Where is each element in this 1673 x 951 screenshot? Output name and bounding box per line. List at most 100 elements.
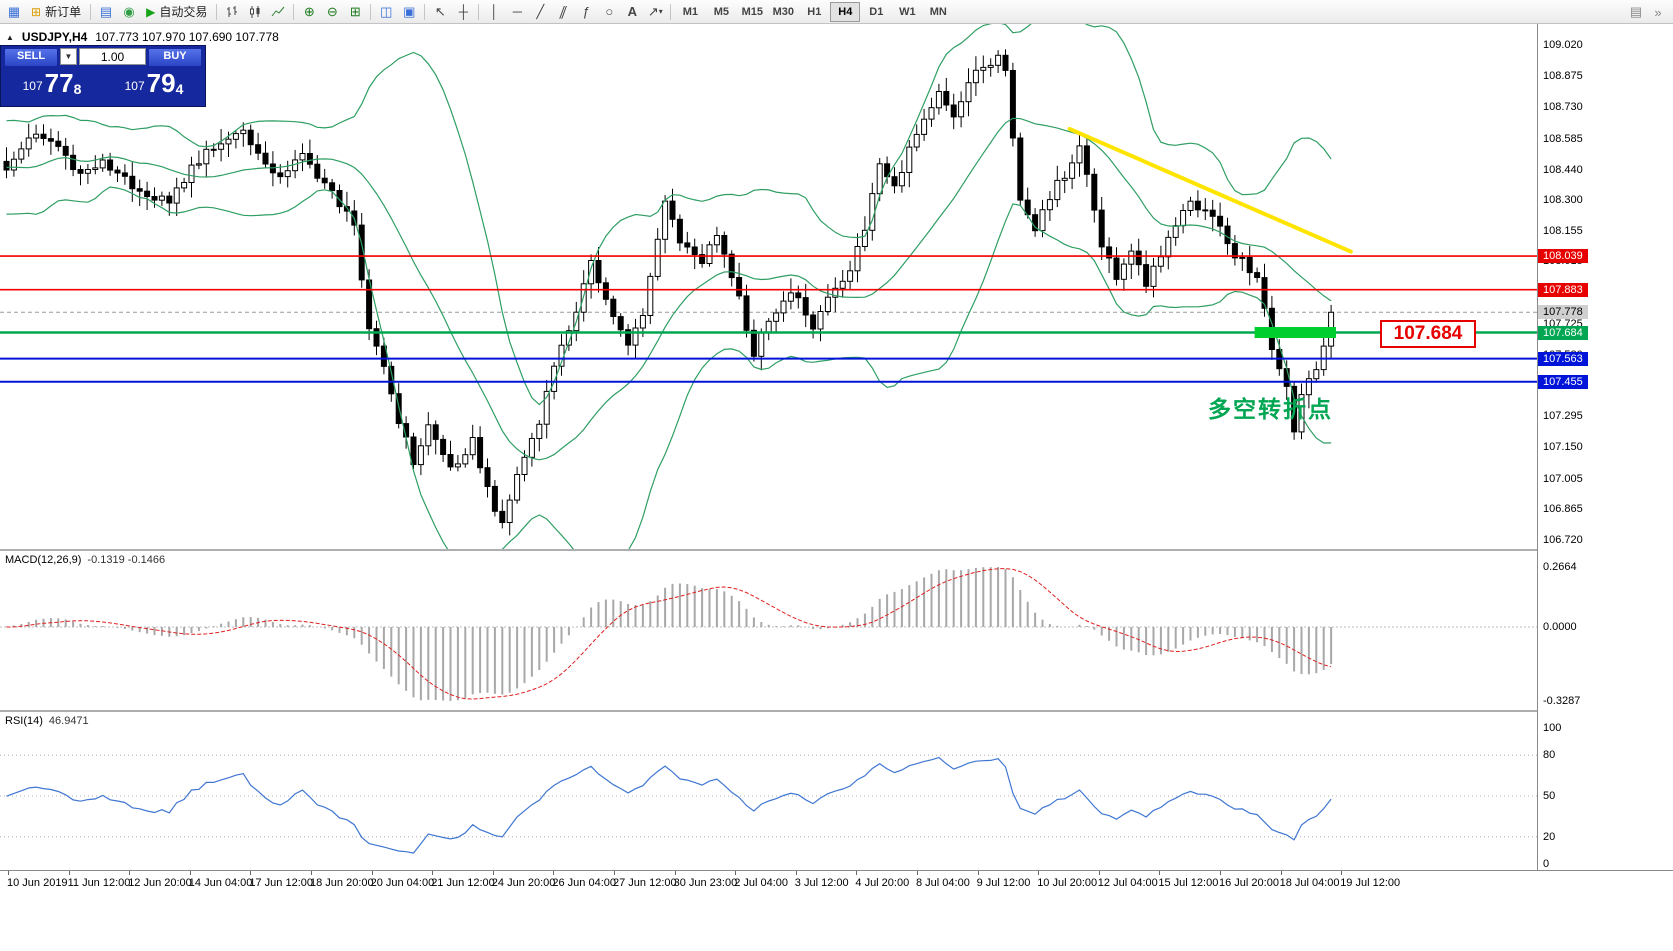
grid-icon[interactable]: ⊞ bbox=[344, 2, 366, 22]
bar-chart-type-icon[interactable] bbox=[221, 2, 243, 22]
autotrading-label: 自动交易 bbox=[159, 5, 208, 19]
timeframe-mn[interactable]: MN bbox=[929, 5, 947, 18]
price-axis-label: 108.585 bbox=[1543, 132, 1583, 145]
time-axis-tick bbox=[917, 871, 918, 875]
channel-tool-icon[interactable]: ∥ bbox=[552, 2, 574, 22]
tile-windows-icon[interactable]: ◫ bbox=[375, 2, 397, 22]
price-axis[interactable]: 109.020 108.875 108.730 108.585 108.440 108.3… bbox=[1537, 24, 1673, 870]
time-axis-label: 12 Jul 04:00 bbox=[1097, 877, 1158, 889]
panel-splitter[interactable] bbox=[0, 710, 1673, 712]
main-chart-panel: ▲ USDJPY,H4 107.773 107.970 107.690 107.… bbox=[0, 24, 1537, 549]
trendline-glyph: ╱ bbox=[536, 3, 545, 19]
timeframe-m30[interactable]: M30 bbox=[772, 5, 795, 18]
tick-chart-icon[interactable]: ◉ bbox=[118, 2, 140, 22]
time-axis-label: 4 Jul 20:00 bbox=[855, 877, 910, 889]
time-axis-label: 19 Jul 12:00 bbox=[1340, 877, 1401, 889]
time-axis[interactable]: 10 Jun 2019 11 Jun 12:00 12 Jun 20:00 14 Ju… bbox=[0, 870, 1673, 895]
bollinger-middle bbox=[6, 117, 1332, 461]
fibonacci-tool-icon[interactable]: ƒ bbox=[575, 2, 597, 22]
timeframe-d1[interactable]: D1 bbox=[869, 5, 884, 18]
time-axis-label: 10 Jul 20:00 bbox=[1037, 877, 1098, 889]
time-axis-tick bbox=[1220, 871, 1221, 875]
price-level-callout[interactable]: 107.684 bbox=[1380, 320, 1476, 348]
toolbar: ▦ ⊞ 新订单 ▤ ◉ ▶ 自动交易 ⊕ ⊖ ⊞ ◫ ▣ ↖ ┼ │ bbox=[0, 0, 1673, 24]
timeframe-m1[interactable]: M1 bbox=[682, 5, 698, 18]
time-axis-tick bbox=[371, 871, 373, 875]
sell-price[interactable]: 107 77 8 bbox=[1, 70, 103, 101]
one-click-panel-toggle-icon[interactable]: ▲ bbox=[6, 32, 14, 42]
descending-trendline bbox=[1067, 126, 1353, 254]
autotrading-button[interactable]: ▶ 自动交易 bbox=[141, 2, 212, 22]
time-axis-tick bbox=[977, 871, 979, 875]
vertical-line-tool-icon[interactable]: │ bbox=[483, 2, 505, 22]
hline-glyph: ─ bbox=[512, 4, 522, 19]
buy-price-prefix: 107 bbox=[124, 79, 145, 93]
ohlc-title: ▲ USDJPY,H4 107.773 107.970 107.690 107.… bbox=[6, 30, 279, 44]
arrows-tool-icon[interactable]: ↗ ▾ bbox=[644, 2, 666, 22]
support-highlight-rect bbox=[1254, 327, 1336, 338]
main-chart-canvas[interactable] bbox=[0, 24, 1537, 549]
timeframe-h4[interactable]: H4 bbox=[830, 1, 861, 22]
chart-window-icon: ▦ bbox=[7, 3, 21, 19]
trendline-tool-icon[interactable]: ╱ bbox=[529, 2, 551, 22]
volume-dropdown[interactable]: ▼ bbox=[60, 48, 77, 65]
rsi-scale-label: 0 bbox=[1543, 858, 1550, 870]
time-axis-tick bbox=[432, 871, 434, 875]
price-axis-label: 106.720 bbox=[1543, 534, 1583, 546]
zoom-in-icon[interactable]: ⊕ bbox=[298, 2, 320, 22]
sell-price-big: 77 bbox=[44, 68, 74, 98]
candlestick-chart-type-icon[interactable] bbox=[244, 2, 266, 22]
turning-point-text[interactable]: 多空转折点 bbox=[1208, 396, 1333, 422]
buy-button[interactable]: BUY bbox=[148, 48, 202, 67]
sell-button[interactable]: SELL bbox=[4, 48, 58, 67]
rsi-scale-label: 100 bbox=[1543, 722, 1562, 734]
text-tool-icon[interactable]: A bbox=[621, 2, 643, 22]
timeframe-m5[interactable]: M5 bbox=[713, 5, 729, 18]
time-axis-label: 26 Jun 04:00 bbox=[552, 877, 617, 889]
price-badge: 107.883 bbox=[1538, 282, 1588, 297]
grid-glyph: ⊞ bbox=[349, 3, 361, 19]
time-axis-label: 9 Jul 12:00 bbox=[976, 877, 1031, 889]
arrow-glyph: ↗ bbox=[647, 3, 659, 19]
macd-scale-label: 0.0000 bbox=[1543, 620, 1577, 633]
macd-panel: MACD(12,26,9) -0.1319 -0.1466 bbox=[0, 551, 1537, 710]
chevron-down-icon: ▾ bbox=[658, 7, 663, 16]
cursor-tool-icon[interactable]: ↖ bbox=[429, 2, 451, 22]
line-chart-type-icon[interactable] bbox=[267, 2, 289, 22]
cascade-windows-icon[interactable]: ▣ bbox=[398, 2, 420, 22]
rsi-canvas[interactable] bbox=[0, 712, 1537, 870]
volume-input[interactable] bbox=[79, 48, 146, 65]
crosshair-tool-icon[interactable]: ┼ bbox=[452, 2, 474, 22]
price-axis-label: 108.155 bbox=[1543, 225, 1583, 238]
toolbar-overflow-icon[interactable]: » bbox=[1647, 2, 1669, 22]
timeframe-h1[interactable]: H1 bbox=[807, 5, 822, 18]
price-badge: 107.778 bbox=[1538, 305, 1588, 320]
horizontal-line-tool-icon[interactable]: ─ bbox=[506, 2, 528, 22]
new-order-label: 新订单 bbox=[45, 5, 82, 19]
ellipse-tool-icon[interactable]: ○ bbox=[598, 2, 620, 22]
zoom-out-icon[interactable]: ⊖ bbox=[321, 2, 343, 22]
buy-price-sup: 4 bbox=[175, 81, 184, 97]
timeframe-m15[interactable]: M15 bbox=[741, 5, 764, 18]
new-order-button[interactable]: ⊞ 新订单 bbox=[26, 2, 86, 22]
rsi-panel: RSI(14) 46.9471 bbox=[0, 712, 1537, 870]
vline-glyph: │ bbox=[490, 4, 499, 19]
toolbar-separator bbox=[424, 3, 426, 20]
sell-price-prefix: 107 bbox=[22, 79, 43, 93]
time-axis-label: 15 Jul 12:00 bbox=[1158, 877, 1219, 889]
buy-price[interactable]: 107 79 4 bbox=[103, 70, 205, 101]
time-axis-label: 30 Jun 23:00 bbox=[673, 877, 738, 889]
rsi-scale-label: 20 bbox=[1543, 830, 1556, 843]
chart-menu-icon[interactable]: ▦ bbox=[3, 2, 25, 22]
profiles-icon[interactable]: ▤ bbox=[95, 2, 117, 22]
minus-magnifier-glyph: ⊖ bbox=[326, 3, 338, 19]
macd-scale-label: 0.2664 bbox=[1543, 561, 1577, 573]
macd-label: MACD(12,26,9) -0.1319 -0.1466 bbox=[5, 554, 165, 566]
text-glyph: A bbox=[627, 4, 638, 19]
window-list-icon[interactable]: ▤ bbox=[1625, 2, 1647, 22]
panel-splitter[interactable] bbox=[0, 549, 1673, 551]
macd-canvas[interactable] bbox=[0, 551, 1537, 710]
timeframe-w1[interactable]: W1 bbox=[899, 5, 916, 18]
time-axis-tick bbox=[189, 871, 191, 875]
